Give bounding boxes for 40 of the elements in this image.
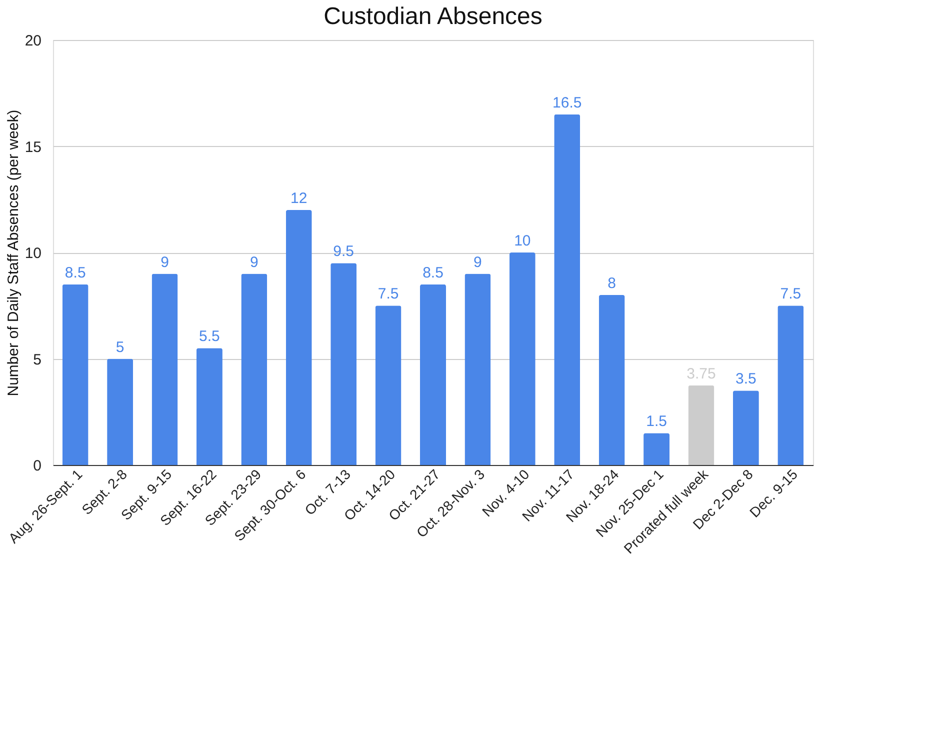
data-label: 16.5: [552, 94, 582, 112]
data-label: 1.5: [646, 413, 667, 430]
data-label: 8: [608, 275, 616, 292]
y-tick-label: 5: [33, 351, 42, 368]
bar: [732, 390, 759, 465]
data-label: 8.5: [64, 264, 86, 282]
y-tick-label: 20: [24, 32, 42, 50]
chart-title: Custodian Absences: [324, 3, 542, 30]
bar: [330, 263, 357, 465]
bar: [286, 210, 312, 465]
bar: [554, 114, 580, 465]
bar: [688, 385, 714, 465]
data-label: 10: [514, 232, 531, 250]
bar: [107, 358, 134, 465]
bar: [375, 306, 402, 465]
y-tick-label: 0: [33, 458, 42, 474]
bar: [62, 284, 88, 465]
bar: [196, 348, 222, 465]
bar: [464, 274, 491, 465]
bar: [509, 252, 536, 465]
bar: [598, 295, 625, 465]
data-label: 5: [116, 338, 124, 356]
data-label: 3.5: [736, 370, 756, 388]
bar: [152, 274, 178, 465]
data-label: 9: [474, 254, 482, 271]
data-label: 12: [290, 190, 308, 207]
bar: [241, 274, 268, 465]
data-label: 9.5: [333, 243, 354, 260]
y-tick-label: 15: [24, 138, 42, 156]
bar: [778, 306, 804, 465]
data-label: 9: [160, 254, 169, 271]
y-axis-title: Number of Daily Staff Absences (per week): [4, 110, 22, 396]
bar: [644, 433, 670, 465]
data-label: 5.5: [199, 328, 220, 346]
data-label: 7.5: [780, 286, 802, 303]
data-label: 8.5: [422, 264, 444, 282]
y-tick-label: 10: [24, 245, 42, 262]
bar: [420, 284, 446, 465]
data-label: 7.5: [378, 286, 399, 303]
data-label: 9: [250, 254, 258, 271]
